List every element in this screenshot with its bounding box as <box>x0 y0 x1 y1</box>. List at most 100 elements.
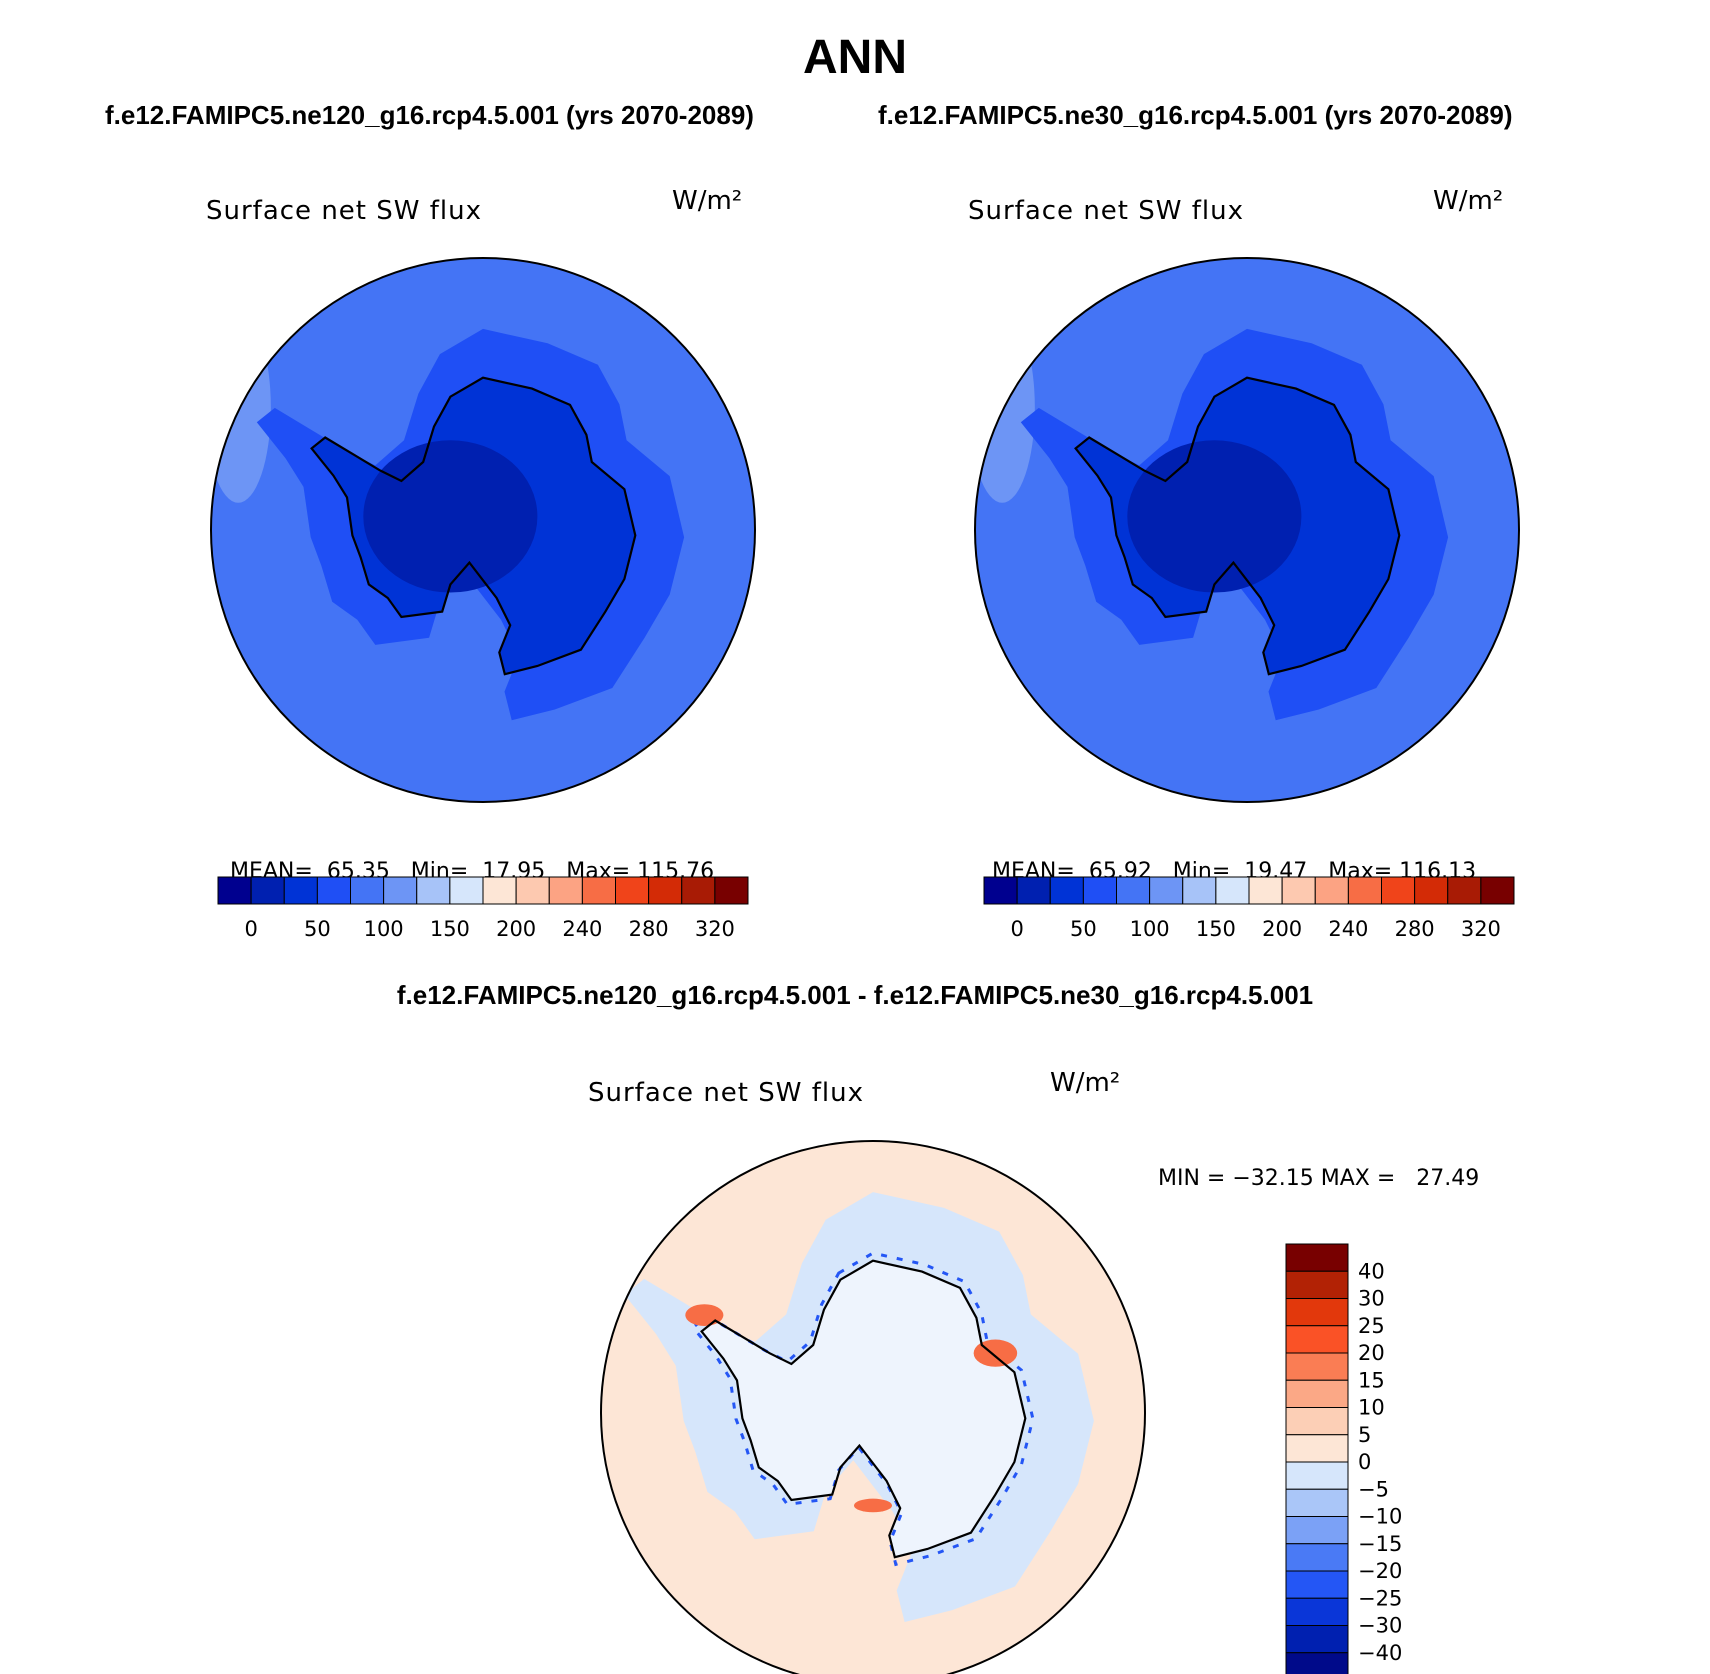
colorbar-tick-label: 0 <box>1358 1450 1371 1474</box>
colorbar-box <box>383 876 418 905</box>
colorbar-box <box>1285 1325 1349 1354</box>
positive-anomaly <box>973 1339 1018 1367</box>
high-flux-region <box>211 312 271 503</box>
panel-2-variable-label: Surface net SW flux <box>968 196 1244 226</box>
colorbar-tick-label: 200 <box>496 917 536 941</box>
colorbar-box <box>1285 1298 1349 1327</box>
colorbar-box <box>1285 1461 1349 1490</box>
colorbar-tick-label: −10 <box>1358 1505 1402 1529</box>
colorbar-tick-label: 0 <box>244 917 257 941</box>
colorbar-tick-label: 15 <box>1358 1368 1385 1392</box>
positive-anomaly <box>853 1498 893 1513</box>
colorbar-box <box>1149 876 1184 905</box>
colorbar-box <box>416 876 451 905</box>
interior-region <box>363 440 538 593</box>
map-border <box>600 1140 1146 1674</box>
panel-2-colorbar: 0 50 100 150 200 240 280 320 <box>983 876 1515 941</box>
map-border <box>210 257 756 803</box>
coastline <box>700 1259 1027 1559</box>
colorbar-box <box>1285 1434 1349 1463</box>
colorbar-box <box>681 876 716 905</box>
colorbar-tick-label: 150 <box>1196 917 1236 941</box>
colorbar-box <box>581 876 616 905</box>
colorbar-box <box>1414 876 1449 905</box>
difference-minmax: MIN = −32.15 MAX = 27.49 <box>1158 1166 1480 1191</box>
colorbar-tick-label: −30 <box>1358 1614 1402 1638</box>
high-flux-region <box>1410 725 1519 802</box>
colorbar-box <box>350 876 385 905</box>
panel-1-colorbar: 0 50 100 150 200 240 280 320 <box>217 876 749 941</box>
colorbar-tick-label: 10 <box>1358 1396 1385 1420</box>
colorbar-tick-label: 240 <box>1328 917 1368 941</box>
difference-units-label: W/m² <box>1050 1068 1121 1098</box>
colorbar-box <box>1049 876 1084 905</box>
colorbar-box <box>482 876 517 905</box>
colorbar-box <box>217 876 252 905</box>
high-flux-region <box>646 725 755 802</box>
colorbar-box <box>1285 1379 1349 1408</box>
coastline <box>310 376 637 676</box>
colorbar-box <box>1215 876 1250 905</box>
colorbar-tick-label: −20 <box>1358 1559 1402 1583</box>
panel-2-map <box>974 257 1520 803</box>
colorbar-box <box>1285 1516 1349 1545</box>
colorbar-tick-label: 100 <box>364 917 404 941</box>
colorbar-tick-label: 50 <box>304 917 331 941</box>
colorbar-box <box>1285 1652 1349 1674</box>
colorbar-box <box>983 876 1018 905</box>
colorbar-tick-label: −5 <box>1358 1477 1389 1501</box>
colorbar-box <box>1285 1352 1349 1381</box>
panel-1-units-label: W/m² <box>672 186 743 216</box>
colorbar-tick-label: 240 <box>562 917 602 941</box>
antarctica-land <box>701 1260 1026 1558</box>
colorbar-box <box>1285 1625 1349 1654</box>
colorbar-tick-label: 280 <box>629 917 669 941</box>
colorbar-box <box>283 876 318 905</box>
colorbar-tick-label: −15 <box>1358 1532 1402 1556</box>
colorbar-tick-label: 20 <box>1358 1341 1385 1365</box>
colorbar-tick-label: 25 <box>1358 1314 1385 1338</box>
colorbar-box <box>1285 1488 1349 1517</box>
colorbar-box <box>1281 876 1316 905</box>
colorbar-box <box>1285 1243 1349 1272</box>
panel-2-subtitle: f.e12.FAMIPC5.ne30_g16.rcp4.5.001 (yrs 2… <box>878 100 1513 130</box>
colorbar-tick-label: 320 <box>1461 917 1501 941</box>
colorbar-box <box>515 876 550 905</box>
colorbar-tick-label: 30 <box>1358 1287 1385 1311</box>
difference-variable-label: Surface net SW flux <box>588 1078 864 1108</box>
colorbar-box <box>1285 1543 1349 1572</box>
colorbar-box <box>1285 1597 1349 1626</box>
colorbar-box <box>1182 876 1217 905</box>
colorbar-tick-label: −40 <box>1358 1641 1402 1665</box>
colorbar-box <box>714 876 749 905</box>
colorbar-box <box>316 876 351 905</box>
panel-1-subtitle: f.e12.FAMIPC5.ne120_g16.rcp4.5.001 (yrs … <box>105 100 754 130</box>
difference-title: f.e12.FAMIPC5.ne120_g16.rcp4.5.001 - f.e… <box>396 980 1314 1010</box>
colorbar-box <box>548 876 583 905</box>
colorbar-tick-label: 0 <box>1010 917 1023 941</box>
difference-map <box>600 1140 1146 1674</box>
panel-1-map <box>210 257 756 803</box>
colorbar-box <box>1447 876 1482 905</box>
colorbar-tick-label: 320 <box>695 917 735 941</box>
colorbar-box <box>1314 876 1349 905</box>
colorbar-box <box>1016 876 1051 905</box>
colorbar-tick-label: −25 <box>1358 1586 1402 1610</box>
colorbar-tick-label: 280 <box>1395 917 1435 941</box>
colorbar-box <box>648 876 683 905</box>
coastline <box>1074 376 1401 676</box>
high-flux-region <box>975 312 1035 503</box>
colorbar-box <box>1285 1570 1349 1599</box>
colorbar-box <box>449 876 484 905</box>
colorbar-box <box>1285 1270 1349 1299</box>
colorbar-tick-label: 50 <box>1070 917 1097 941</box>
colorbar-box <box>1285 1407 1349 1436</box>
difference-colorbar: 40 30 25 20 15 10 5 0 −5 −10 −15 −20 −25 −30 −40 <box>1285 1243 1402 1674</box>
colorbar-tick-label: 150 <box>430 917 470 941</box>
colorbar-tick-label: 40 <box>1358 1259 1385 1283</box>
colorbar-box <box>250 876 285 905</box>
map-border <box>974 257 1520 803</box>
colorbar-tick-label: 5 <box>1358 1423 1371 1447</box>
colorbar-box <box>1347 876 1382 905</box>
